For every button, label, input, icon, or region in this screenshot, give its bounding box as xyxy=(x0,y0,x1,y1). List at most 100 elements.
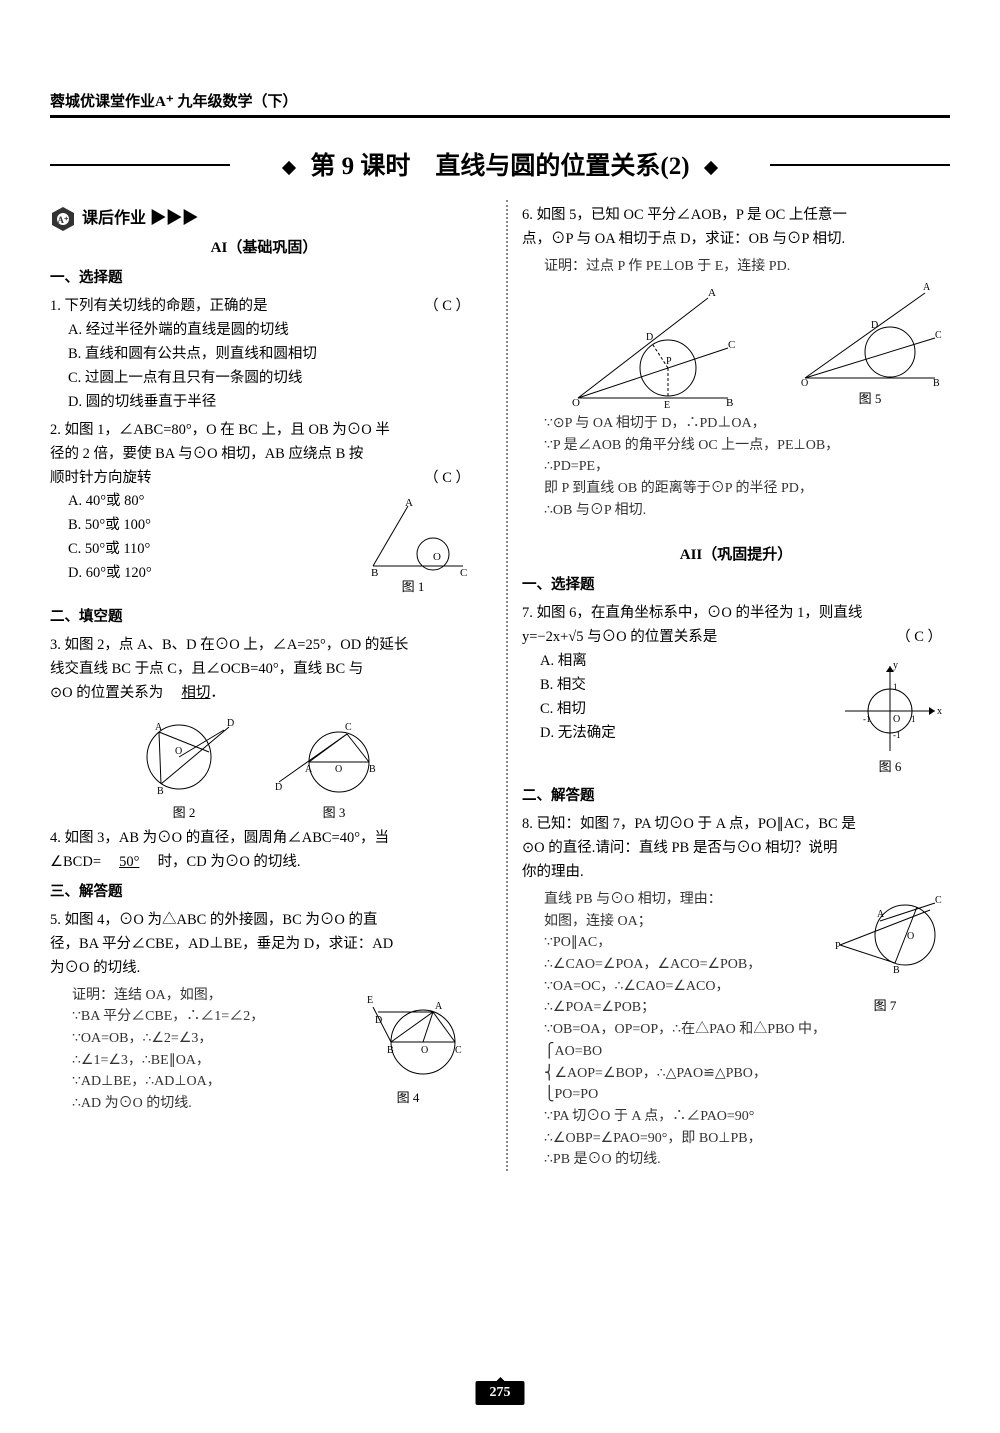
svg-text:1: 1 xyxy=(893,682,898,692)
q3-answer: 相切 xyxy=(181,685,210,701)
q2-stem-c: 顺时针方向旋转 xyxy=(50,470,152,486)
q7-opt-b: B. 相交 xyxy=(540,674,830,698)
svg-text:C: C xyxy=(728,339,735,351)
q7-answer: （ C ） xyxy=(896,626,950,650)
q3-stem-c: ⊙O 的位置关系为 xyxy=(50,685,163,701)
q8-p8a: ⎧AO=BO xyxy=(544,1041,950,1063)
question-7: 7. 如图 6，在直角坐标系中，⊙O 的半径为 1，则直线 y=−2x+√5 与… xyxy=(522,602,950,779)
svg-text:O: O xyxy=(801,378,808,388)
svg-text:B: B xyxy=(387,1045,394,1056)
svg-text:C: C xyxy=(455,1045,462,1056)
q5-stem-c: 为⊙O 的切线. xyxy=(50,957,478,981)
svg-text:O: O xyxy=(572,397,580,408)
svg-text:B: B xyxy=(157,786,164,797)
svg-text:-1: -1 xyxy=(863,714,871,724)
figure-5: O B A C D xyxy=(795,278,945,388)
category-solve: 三、解答题 xyxy=(50,881,478,905)
q1-stem: 1. 下列有关切线的命题，正确的是 xyxy=(50,298,268,314)
question-3: 3. 如图 2，点 A、B、D 在⊙O 上，∠A=25°，OD 的延长 线交直线… xyxy=(50,634,478,823)
category-choice: 一、选择题 xyxy=(50,267,478,291)
figure-3: A B O C D xyxy=(269,712,399,802)
q4-stem-c: 时，CD 为⊙O 的切线. xyxy=(158,854,301,870)
svg-text:P: P xyxy=(835,941,841,952)
q8-stem-b: ⊙O 的直径.请问：直线 PB 是否与⊙O 相切？说明 xyxy=(522,837,950,861)
svg-text:P: P xyxy=(666,356,672,367)
svg-text:A: A xyxy=(405,497,413,509)
fig5-caption: 图 5 xyxy=(790,388,950,409)
question-8: 8. 已知：如图 7，PA 切⊙O 于 A 点，PO∥AC，BC 是 ⊙O 的直… xyxy=(522,813,950,1171)
right-column: 6. 如图 5，已知 OC 平分∠AOB，P 是 OC 上任意一 点，⊙P 与 … xyxy=(506,200,950,1171)
q8-p9: ∵PA 切⊙O 于 A 点，∴∠PAO=90° xyxy=(544,1106,950,1128)
q1-answer: （ C ） xyxy=(424,295,478,319)
svg-text:C: C xyxy=(935,895,942,906)
svg-text:y: y xyxy=(893,660,898,671)
q4-answer: 50° xyxy=(119,854,139,870)
q5-p6: ∴AD 为⊙O 的切线. xyxy=(72,1093,338,1115)
q6-p2: ∵⊙P 与 OA 相切于 D，∴PD⊥OA， xyxy=(544,413,950,435)
fig1-caption: 图 1 xyxy=(348,576,478,597)
book-header: 蓉城优课堂作业A⁺ 九年级数学（下） xyxy=(50,90,950,118)
svg-text:A: A xyxy=(155,722,163,733)
svg-text:D: D xyxy=(646,332,653,343)
svg-text:D: D xyxy=(275,782,282,793)
q5-p5: ∵AD⊥BE，∴AD⊥OA， xyxy=(72,1071,338,1093)
svg-text:A⁺: A⁺ xyxy=(57,215,68,225)
ai-title: AI（基础巩固） xyxy=(50,236,478,261)
category-blank: 二、填空题 xyxy=(50,606,478,630)
q7-opt-a: A. 相离 xyxy=(540,650,830,674)
fig2-caption: 图 2 xyxy=(129,802,239,823)
svg-text:C: C xyxy=(345,722,352,733)
question-5: 5. 如图 4，⊙O 为△ABC 的外接圆，BC 为⊙O 的直 径，BA 平分∠… xyxy=(50,909,478,1115)
q2-opt-d: D. 60°或 120° xyxy=(68,562,348,586)
q6-p1: 证明：过点 P 作 PE⊥OB 于 E，连接 PD. xyxy=(544,256,950,278)
hex-icon: A⁺ xyxy=(50,206,76,232)
figure-6: x y O 1 -1 1 -1 xyxy=(835,656,945,756)
q2-stem-a: 2. 如图 1，∠ABC=80°，O 在 BC 上，且 OB 为⊙O 半 xyxy=(50,419,478,443)
q1-opt-a: A. 经过半径外端的直线是圆的切线 xyxy=(68,319,478,343)
q2-opt-b: B. 50°或 100° xyxy=(68,514,348,538)
question-4: 4. 如图 3，AB 为⊙O 的直径，圆周角∠ABC=40°，当 ∠BCD= 5… xyxy=(50,827,478,875)
svg-text:B: B xyxy=(933,378,940,388)
q7-opt-d: D. 无法确定 xyxy=(540,722,830,746)
q3-period: ． xyxy=(210,685,225,701)
svg-text:E: E xyxy=(664,400,670,408)
q1-opt-d: D. 圆的切线垂直于半径 xyxy=(68,391,478,415)
lesson-title: 第 9 课时 直线与圆的位置关系(2) xyxy=(50,146,950,182)
q3-stem-a: 3. 如图 2，点 A、B、D 在⊙O 上，∠A=25°，OD 的延长 xyxy=(50,634,478,658)
svg-text:O: O xyxy=(893,714,900,725)
q5-p2: ∵BA 平分∠CBE，∴∠1=∠2， xyxy=(72,1006,338,1028)
svg-text:A: A xyxy=(305,764,313,775)
fig3-caption: 图 3 xyxy=(269,802,399,823)
question-1: 1. 下列有关切线的命题，正确的是 （ C ） A. 经过半径外端的直线是圆的切… xyxy=(50,295,478,415)
q5-stem-b: 径，BA 平分∠CBE，AD⊥BE，垂足为 D，求证：AD xyxy=(50,933,478,957)
svg-text:B: B xyxy=(893,965,900,976)
q8-p8b: ⎨∠AOP=∠BOP，∴△PAO≌△PBO， xyxy=(544,1063,950,1085)
svg-text:D: D xyxy=(375,1015,382,1026)
q7-opt-c: C. 相切 xyxy=(540,698,830,722)
q8-p8c: ⎩PO=PO xyxy=(544,1084,950,1106)
svg-text:O: O xyxy=(433,551,441,563)
q5-stem-a: 5. 如图 4，⊙O 为△ABC 的外接圆，BC 为⊙O 的直 xyxy=(50,909,478,933)
q4-stem-b: ∠BCD= xyxy=(50,854,101,870)
svg-text:x: x xyxy=(937,706,942,717)
q2-opt-a: A. 40°或 80° xyxy=(68,490,348,514)
svg-text:B: B xyxy=(371,567,378,576)
q3-stem-b: 线交直线 BC 于点 C，且∠OCB=40°，直线 BC 与 xyxy=(50,658,478,682)
q8-p11: ∴PB 是⊙O 的切线. xyxy=(544,1149,950,1171)
homework-label: 课后作业 ▶▶▶ xyxy=(82,206,198,232)
figure-5-left: O B A C P D E xyxy=(558,278,748,408)
diamond-icon xyxy=(704,161,718,175)
category-choice-2: 一、选择题 xyxy=(522,574,950,598)
fig4-caption: 图 4 xyxy=(338,1087,478,1108)
svg-text:D: D xyxy=(227,718,234,729)
q2-stem-b: 径的 2 倍，要使 BA 与⊙O 相切，AB 应绕点 B 按 xyxy=(50,443,478,467)
svg-text:B: B xyxy=(369,764,376,775)
question-6: 6. 如图 5，已知 OC 平分∠AOB，P 是 OC 上任意一 点，⊙P 与 … xyxy=(522,204,950,521)
svg-text:E: E xyxy=(367,995,373,1006)
q6-p3: ∵P 是∠AOB 的角平分线 OC 上一点，PE⊥OB， xyxy=(544,435,950,457)
q5-p1: 证明：连结 OA，如图， xyxy=(72,985,338,1007)
q1-opt-c: C. 过圆上一点有且只有一条圆的切线 xyxy=(68,367,478,391)
figure-4: B C O A E D xyxy=(343,987,473,1087)
diamond-icon xyxy=(282,161,296,175)
q5-p3: ∵OA=OB，∴∠2=∠3， xyxy=(72,1028,338,1050)
